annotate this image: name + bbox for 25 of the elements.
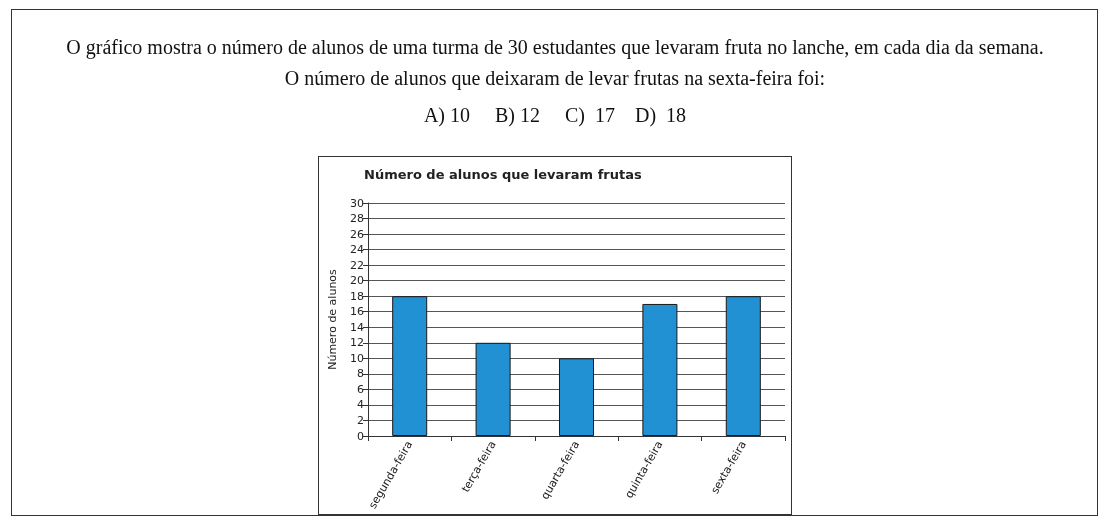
y-tick-label: 26 <box>350 227 364 241</box>
text: A) 10 B) 12 C) 17 D) 18 <box>422 104 688 127</box>
y-tick-label: 10 <box>350 351 364 365</box>
chart-title: Número de alunos que levaram frutas <box>364 167 642 182</box>
y-tick-label: 16 <box>350 305 364 319</box>
y-tick-label: 2 <box>357 413 364 427</box>
bar <box>392 296 428 436</box>
y-tick-label: 12 <box>350 336 364 350</box>
y-tick-label: 18 <box>350 289 364 303</box>
y-tick-label: 4 <box>357 398 364 412</box>
bar <box>642 303 678 436</box>
y-tick-label: 8 <box>357 367 364 381</box>
text: O gráfico mostra o número de alunos de uma turma de 30 estudantes que levaram fruta no lanche, em cada dia da semana. O número de alunos que deixaram de levar frutas na sexta-feira foi: <box>65 35 1045 92</box>
y-tick-label: 24 <box>350 243 364 257</box>
y-tick-label: 0 <box>357 429 364 443</box>
y-axis-title: Número de alunos <box>326 268 339 370</box>
y-tick-label: 20 <box>350 274 364 288</box>
bar <box>725 296 761 436</box>
bar <box>558 358 595 436</box>
y-tick-label: 14 <box>350 320 364 334</box>
y-tick-label: 22 <box>350 258 364 272</box>
y-tick-label: 30 <box>350 196 364 210</box>
bar <box>475 342 511 436</box>
y-tick-label: 6 <box>357 382 364 396</box>
y-tick-label: 28 <box>350 212 364 226</box>
